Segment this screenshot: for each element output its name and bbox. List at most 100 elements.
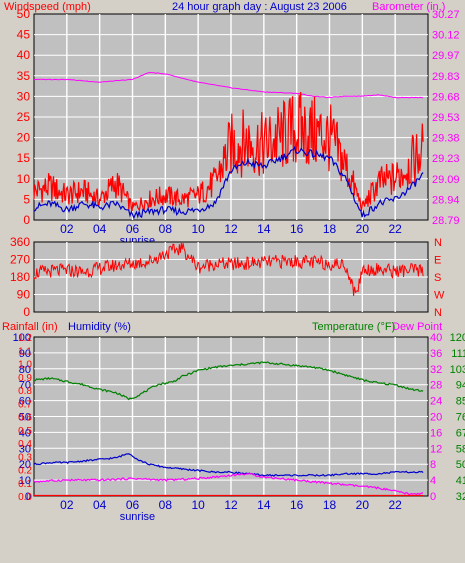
wind-y-tick-label: 40 <box>17 48 31 62</box>
temp-x-tick-label: 02 <box>60 498 74 512</box>
barometer-y-tick-label: 30.12 <box>432 30 460 42</box>
wind-y-tick-label: 30 <box>17 89 31 103</box>
wind-y-tick-label: 10 <box>17 172 31 186</box>
graph-title: 24 hour graph day : August 23 2006 <box>172 1 347 13</box>
rainfall-y-tick-label: 0.0 <box>18 492 32 503</box>
barometer-y-tick-label: 28.79 <box>432 215 460 227</box>
humidity-y-tick-label: 20 <box>19 459 31 471</box>
humidity-y-tick-label: 80 <box>19 364 31 376</box>
wind-barometer-panel: 02 04 06 08 10 12 14 16 18 20 22sunrise05101520253… <box>17 7 460 247</box>
dewpoint-y-tick-label: 8 <box>430 459 436 471</box>
humidity-y-tick-label: 0 <box>25 491 31 503</box>
rainfall-y-tick-label: 1.2 <box>18 333 32 344</box>
dewpoint-y-tick-label: 0 <box>430 491 436 503</box>
barometer-y-tick-label: 29.38 <box>432 133 460 145</box>
barometer-y-tick-label: 29.83 <box>432 71 460 83</box>
rainfall-y-tick-label: 0.2 <box>18 466 32 477</box>
barometer-axis-label: Barometer (in.) <box>372 1 445 13</box>
wind-x-tick-label: 20 <box>356 222 370 236</box>
humidity-y-tick-label: 10 <box>19 475 31 487</box>
direction-y-tick-label: 0 <box>23 305 30 319</box>
wind-x-tick-label: 16 <box>290 222 304 236</box>
rainfall-y-tick-label: 1.0 <box>18 360 32 371</box>
dewpoint-y-tick-label: 20 <box>430 412 442 424</box>
direction-compass-label: E <box>434 255 441 267</box>
dewpoint-y-tick-label: 40 <box>430 332 442 344</box>
barometer-y-tick-label: 29.09 <box>432 174 460 186</box>
temperature-y-tick-label: 32 <box>456 491 465 503</box>
rainfall-y-tick-label: 0.8 <box>18 386 32 397</box>
direction-y-tick-label: 90 <box>17 288 31 302</box>
temp-x-tick-label: 12 <box>224 498 238 512</box>
humidity-y-tick-label: 40 <box>19 427 31 439</box>
wind-x-tick-label: 04 <box>93 222 107 236</box>
temperature-series-line <box>33 361 424 401</box>
humidity-series-line <box>33 453 424 477</box>
direction-compass-label: W <box>434 290 445 302</box>
wind-x-tick-label: 22 <box>388 222 402 236</box>
temperature-y-tick-label: 58 <box>456 443 465 455</box>
humidity-y-tick-label: 100 <box>13 332 31 344</box>
temperature-y-tick-label: 111 <box>451 348 465 360</box>
dewpoint-y-tick-label: 4 <box>430 475 436 487</box>
dewpoint-series-line <box>33 472 424 496</box>
direction-y-tick-label: 270 <box>10 253 30 267</box>
humidity-y-tick-label: 70 <box>19 380 31 392</box>
temp-x-tick-label: 04 <box>93 498 107 512</box>
wind-x-tick-label: 06 <box>126 222 140 236</box>
windspeed-axis-label: Windspeed (mph) <box>4 1 91 13</box>
humidity-axis-label: Humidity (%) <box>68 321 131 333</box>
wind-y-tick-label: 50 <box>17 7 31 21</box>
wind-y-tick-label: 25 <box>17 110 31 124</box>
wind-y-tick-label: 20 <box>17 131 31 145</box>
temperature-y-tick-label: 76 <box>456 412 465 424</box>
dewpoint-y-tick-label: 28 <box>430 380 442 392</box>
rainfall-y-tick-label: 0.5 <box>18 426 32 437</box>
windspeed-average-series-line <box>33 145 424 220</box>
rainfall-y-tick-label: 0.4 <box>18 439 32 450</box>
temp-x-tick-label: 22 <box>388 498 402 512</box>
barometer-y-tick-label: 29.68 <box>432 91 460 103</box>
rainfall-y-tick-label: 1.1 <box>18 346 32 357</box>
direction-y-tick-label: 360 <box>10 235 30 249</box>
barometer-y-tick-label: 29.53 <box>432 112 460 124</box>
temp-x-tick-label: 20 <box>356 498 370 512</box>
rainfall-y-tick-label: 0.9 <box>18 373 32 384</box>
wind-x-tick-label: 18 <box>323 222 337 236</box>
barometer-y-tick-label: 28.94 <box>432 194 460 206</box>
wind-y-tick-label: 15 <box>17 151 31 165</box>
wind-y-tick-label: 0 <box>23 213 30 227</box>
temp-x-tick-label: 16 <box>290 498 304 512</box>
direction-y-tick-label: 180 <box>10 270 30 284</box>
rainfall-y-tick-label: 0.3 <box>18 452 32 463</box>
temp-x-tick-label: 06 <box>126 498 140 512</box>
direction-compass-label: N <box>434 307 442 319</box>
temperature-y-tick-label: 41 <box>456 475 465 487</box>
dewpoint-y-tick-label: 36 <box>430 348 442 360</box>
rainfall-y-tick-label: 0.6 <box>18 413 32 424</box>
rainfall-y-tick-label: 0.7 <box>18 399 32 410</box>
temperature-y-tick-label: 103 <box>450 364 465 376</box>
direction-compass-label: S <box>434 272 441 284</box>
dewpoint-y-tick-label: 16 <box>430 427 442 439</box>
temperature-y-tick-label: 67 <box>456 427 465 439</box>
rainfall-axis-label: Rainfall (in) <box>2 321 58 333</box>
wind-x-tick-label: 14 <box>257 222 271 236</box>
temperature-axis-label: Temperature (°F) <box>312 321 395 333</box>
temp-sunrise-label: sunrise <box>120 511 155 523</box>
wind-x-tick-label: 12 <box>224 222 238 236</box>
temperature-y-tick-label: 50 <box>456 459 465 471</box>
barometer-y-tick-label: 29.23 <box>432 153 460 165</box>
humidity-y-tick-label: 50 <box>19 412 31 424</box>
temp-x-tick-label: 18 <box>323 498 337 512</box>
barometer-y-tick-label: 29.97 <box>432 50 460 62</box>
temperature-humidity-panel: 02 04 06 08 10 12 14 16 18 20 22sunrise01020304050… <box>13 332 465 523</box>
barometer-series-line <box>34 71 424 99</box>
humidity-y-tick-label: 60 <box>19 396 31 408</box>
wind-x-tick-label: 08 <box>159 222 173 236</box>
temperature-y-tick-label: 94 <box>456 380 465 392</box>
dewpoint-y-tick-label: 24 <box>430 396 442 408</box>
wind-y-tick-label: 35 <box>17 69 31 83</box>
